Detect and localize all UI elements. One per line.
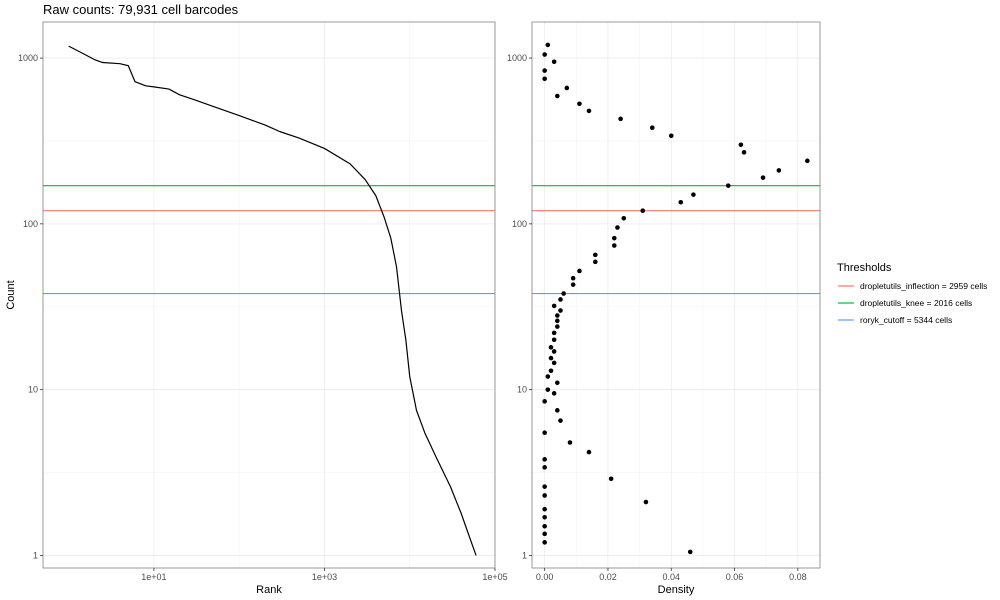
density-point-45 xyxy=(555,380,560,386)
density-point-28 xyxy=(570,275,576,281)
density-point-34 xyxy=(555,313,560,318)
density-plot-background xyxy=(532,22,820,568)
density-point-20 xyxy=(640,208,646,214)
density-point-61 xyxy=(542,514,547,520)
density-point-60 xyxy=(542,506,547,512)
density-point-23 xyxy=(611,235,617,241)
density-point-57 xyxy=(542,484,547,489)
density-point-32 xyxy=(551,303,557,309)
chart-title: Raw counts: 79,931 cell barcodes xyxy=(43,2,239,17)
thresholds-legend: Thresholds dropletutils_inflection = 295… xyxy=(837,262,987,325)
density-point-50 xyxy=(558,418,563,423)
density-point-6 xyxy=(555,93,560,99)
legend-label-1: dropletutils_knee = 2016 cells xyxy=(860,298,972,308)
density-point-4 xyxy=(542,76,547,82)
density-point-44 xyxy=(545,374,551,379)
density-point-63 xyxy=(542,531,547,537)
rank-count-plot-background xyxy=(43,22,495,568)
density-point-14 xyxy=(805,158,810,164)
x-axis-title-rank: Rank xyxy=(256,584,282,596)
density-x-tick-label: 0.00 xyxy=(536,572,554,582)
density-point-9 xyxy=(618,116,623,122)
density-point-49 xyxy=(555,408,560,413)
density-point-54 xyxy=(542,457,547,462)
density-point-33 xyxy=(558,308,563,313)
x-axis-title-density: Density xyxy=(658,584,695,596)
density-point-2 xyxy=(551,59,557,65)
density-point-15 xyxy=(776,168,782,173)
density-point-31 xyxy=(558,297,563,302)
density-panel: 0.00 0.02 0.04 0.06 0.08 1 10 100 1000 Density xyxy=(507,21,821,596)
rank-count-x-tick-label: 1e+03 xyxy=(312,572,337,582)
rank-count-panel-border xyxy=(42,21,496,569)
rank-count-y-tick-label: 10 xyxy=(28,385,38,395)
density-point-0 xyxy=(545,42,551,48)
density-point-26 xyxy=(593,259,598,265)
density-point-8 xyxy=(586,108,592,114)
density-point-37 xyxy=(551,330,557,336)
density-point-36 xyxy=(555,324,560,329)
density-x-tick-label: 0.02 xyxy=(599,572,617,582)
density-point-16 xyxy=(760,175,766,180)
density-point-43 xyxy=(548,368,554,374)
density-point-47 xyxy=(551,391,557,396)
density-point-53 xyxy=(586,449,592,455)
density-point-46 xyxy=(545,387,551,392)
density-point-51 xyxy=(542,430,547,436)
rank-count-panel: 1e+01 1e+03 1e+05 1 10 100 1000 Rank Count xyxy=(5,21,508,596)
legend-label-0: dropletutils_inflection = 2959 cells xyxy=(860,281,987,291)
density-point-24 xyxy=(611,243,617,248)
density-point-59 xyxy=(643,499,649,505)
density-point-19 xyxy=(678,199,684,205)
density-panel-border xyxy=(531,21,821,569)
density-point-41 xyxy=(548,355,554,361)
density-y-tick-label: 1 xyxy=(522,550,527,560)
density-point-55 xyxy=(542,465,547,470)
density-y-tick-label: 1000 xyxy=(507,53,527,63)
legend-label-2: roryk_cutoff = 5344 cells xyxy=(860,315,952,325)
density-point-65 xyxy=(687,549,693,555)
density-point-39 xyxy=(548,345,554,350)
density-point-10 xyxy=(649,125,655,131)
density-point-27 xyxy=(577,268,582,274)
density-x-tick-label: 0.06 xyxy=(726,572,744,582)
density-y-tick-label: 100 xyxy=(512,219,527,229)
density-point-38 xyxy=(551,337,557,343)
density-x-tick-label: 0.04 xyxy=(662,572,680,582)
density-point-17 xyxy=(725,183,731,188)
density-point-62 xyxy=(542,523,547,529)
rank-count-y-tick-label: 1000 xyxy=(18,53,38,63)
density-point-58 xyxy=(542,493,547,498)
rank-count-x-tick-label: 1e+01 xyxy=(141,572,166,582)
density-point-12 xyxy=(738,142,744,148)
density-point-11 xyxy=(668,133,674,139)
rank-count-series-line-0 xyxy=(68,45,477,556)
density-point-7 xyxy=(577,101,582,107)
density-point-40 xyxy=(551,349,557,354)
density-y-tick-label: 10 xyxy=(517,385,527,395)
density-point-35 xyxy=(555,318,560,324)
density-x-tick-label: 0.08 xyxy=(789,572,807,582)
density-point-52 xyxy=(567,440,573,445)
y-axis-title-count: Count xyxy=(5,280,17,309)
density-point-64 xyxy=(542,540,547,545)
density-point-56 xyxy=(608,476,614,482)
density-point-30 xyxy=(561,291,566,296)
density-point-42 xyxy=(551,360,557,366)
rank-count-y-tick-label: 1 xyxy=(33,550,38,560)
rank-count-y-tick-label: 100 xyxy=(23,219,38,229)
rank-count-x-tick-label: 1e+05 xyxy=(482,572,507,582)
density-point-48 xyxy=(542,399,547,404)
density-point-29 xyxy=(570,282,576,287)
density-point-21 xyxy=(621,216,627,221)
legend-title: Thresholds xyxy=(837,262,892,274)
density-point-13 xyxy=(741,150,747,155)
density-point-3 xyxy=(542,68,547,73)
density-point-22 xyxy=(615,225,620,230)
density-point-18 xyxy=(691,192,696,197)
density-point-25 xyxy=(593,252,598,258)
density-point-5 xyxy=(564,85,570,91)
density-point-1 xyxy=(542,52,547,57)
